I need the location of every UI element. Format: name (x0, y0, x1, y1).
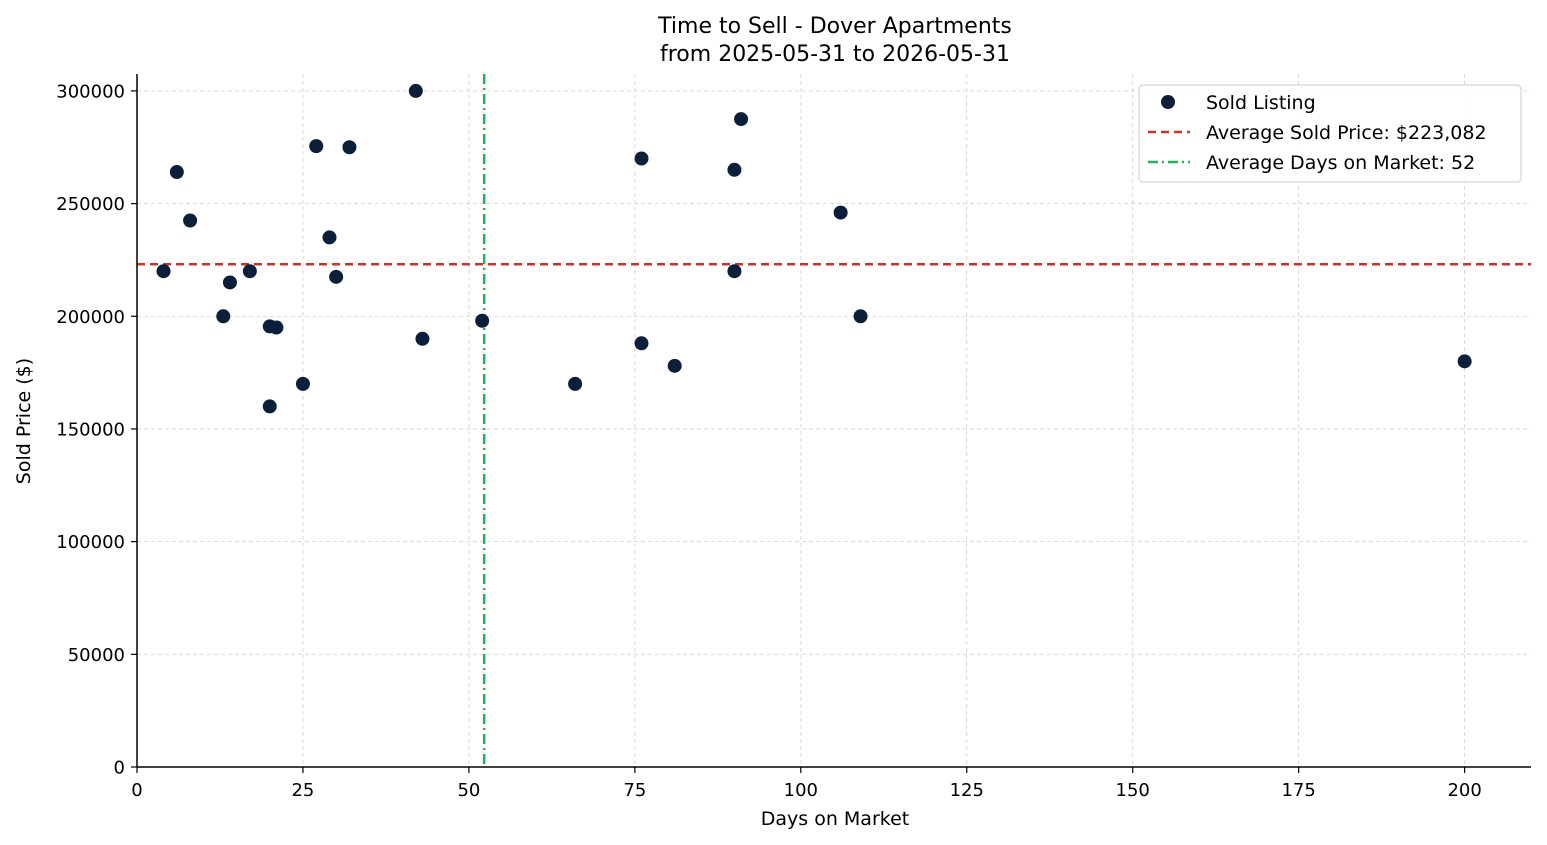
data-point (408, 83, 423, 98)
data-point (269, 320, 284, 335)
data-point (342, 140, 357, 155)
data-point (727, 264, 742, 279)
chart-title: Time to Sell - Dover Apartments (657, 14, 1012, 39)
y-tick-label: 250000 (56, 194, 125, 215)
y-tick-label: 200000 (56, 307, 125, 328)
data-point (222, 275, 237, 290)
data-point (667, 358, 682, 373)
data-point (568, 376, 583, 391)
data-point (156, 264, 171, 279)
x-tick-label: 125 (950, 780, 984, 801)
y-tick-label: 50000 (68, 645, 125, 666)
data-points (156, 83, 1472, 414)
x-tick-label: 0 (131, 780, 142, 801)
data-point (169, 165, 184, 180)
data-point (216, 309, 231, 324)
x-tick-label: 75 (623, 780, 646, 801)
data-point (833, 205, 848, 220)
data-point (634, 151, 649, 166)
data-point (329, 269, 344, 284)
x-tick-label: 175 (1281, 780, 1315, 801)
y-tick-label: 300000 (56, 81, 125, 102)
data-point (309, 139, 324, 154)
data-point (262, 399, 277, 414)
x-tick-label: 150 (1116, 780, 1150, 801)
x-ticks: 0 25 50 75 100 125 150 175 200 (131, 767, 1482, 801)
x-tick-label: 200 (1447, 780, 1481, 801)
y-ticks: 0 50000 100000 150000 200000 250000 300000 (56, 81, 137, 779)
y-axis-label: Sold Price ($) (13, 358, 35, 484)
x-tick-label: 25 (291, 780, 314, 801)
data-point (183, 213, 198, 228)
data-point (242, 264, 257, 279)
data-point (295, 376, 310, 391)
legend: Sold Listing Average Sold Price: $223,08… (1138, 84, 1522, 183)
data-point (734, 112, 749, 127)
data-point (475, 313, 490, 328)
legend-label-average-days: Average Days on Market: 52 (1206, 152, 1475, 174)
data-point (1457, 354, 1472, 369)
x-tick-label: 50 (457, 780, 480, 801)
data-point (853, 309, 868, 324)
y-tick-label: 100000 (56, 532, 125, 553)
data-point (727, 162, 742, 177)
x-tick-label: 100 (784, 780, 818, 801)
data-point (634, 336, 649, 351)
y-tick-label: 150000 (56, 419, 125, 440)
data-point (415, 331, 430, 346)
data-point (322, 230, 337, 245)
y-tick-label: 0 (114, 758, 125, 779)
legend-box (1138, 84, 1522, 183)
legend-marker-sold-listing (1161, 95, 1175, 109)
legend-label-average-price: Average Sold Price: $223,082 (1206, 122, 1487, 144)
chart-subtitle: from 2025-05-31 to 2026-05-31 (660, 42, 1010, 67)
x-axis-label: Days on Market (761, 808, 909, 830)
reference-lines (137, 74, 1531, 767)
legend-label-sold-listing: Sold Listing (1206, 92, 1316, 114)
grid (137, 74, 1531, 767)
